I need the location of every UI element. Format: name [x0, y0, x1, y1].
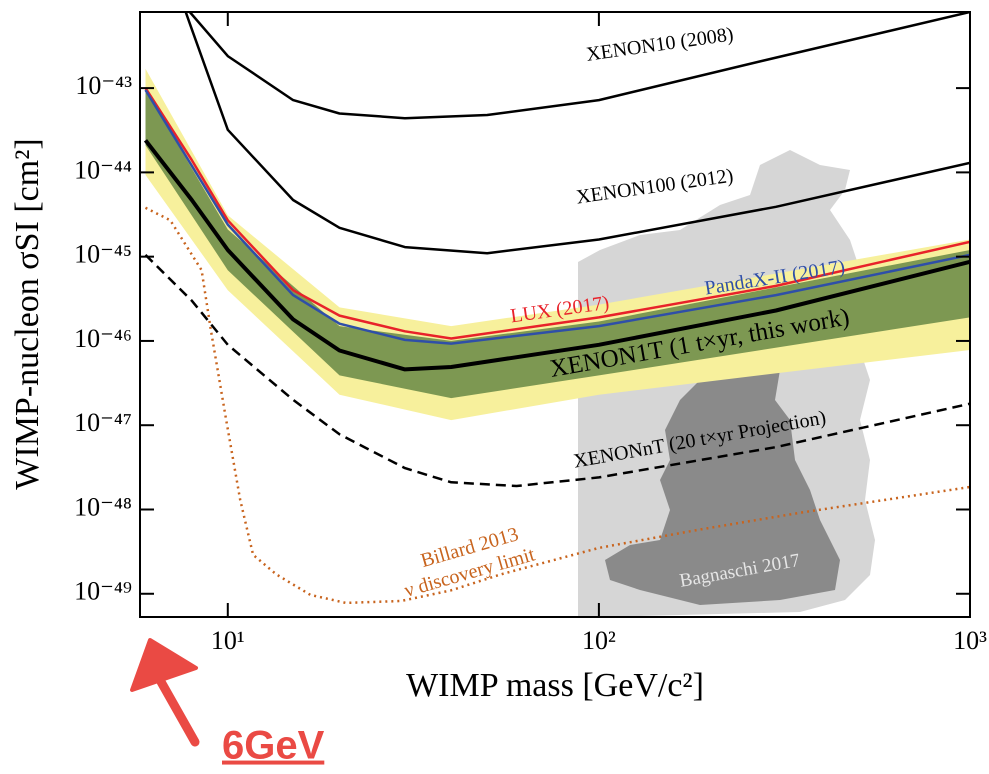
y-tick-label: 10⁻⁴⁴: [74, 155, 132, 184]
x-tick-label: 10¹: [211, 626, 245, 655]
y-tick-label: 10⁻⁴⁹: [74, 577, 132, 606]
series-line: [190, 12, 970, 118]
y-tick-label: 10⁻⁴³: [75, 71, 132, 100]
y-tick-label: 10⁻⁴⁶: [74, 324, 132, 353]
x-tick-label: 10³: [953, 626, 987, 655]
x-tick-label: 10²: [582, 626, 616, 655]
series-label: XENON10 (2008): [585, 23, 735, 65]
y-tick-label: 10⁻⁴⁵: [74, 240, 132, 269]
six-gev-label: 6GeV: [222, 724, 325, 768]
y-tick-label: 10⁻⁴⁸: [74, 492, 132, 521]
x-axis-label: WIMP mass [GeV/c²]: [406, 667, 704, 704]
series-label: XENON100 (2012): [575, 165, 735, 209]
y-axis-label: WIMP-nucleon σSI [cm²]: [9, 138, 46, 489]
six-gev-arrow: [132, 640, 196, 742]
series-line: [186, 12, 970, 253]
y-tick-label: 10⁻⁴⁷: [74, 408, 132, 437]
chart: WIMP mass [GeV/c²] WIMP-nucleon σSI [cm²…: [0, 0, 989, 774]
